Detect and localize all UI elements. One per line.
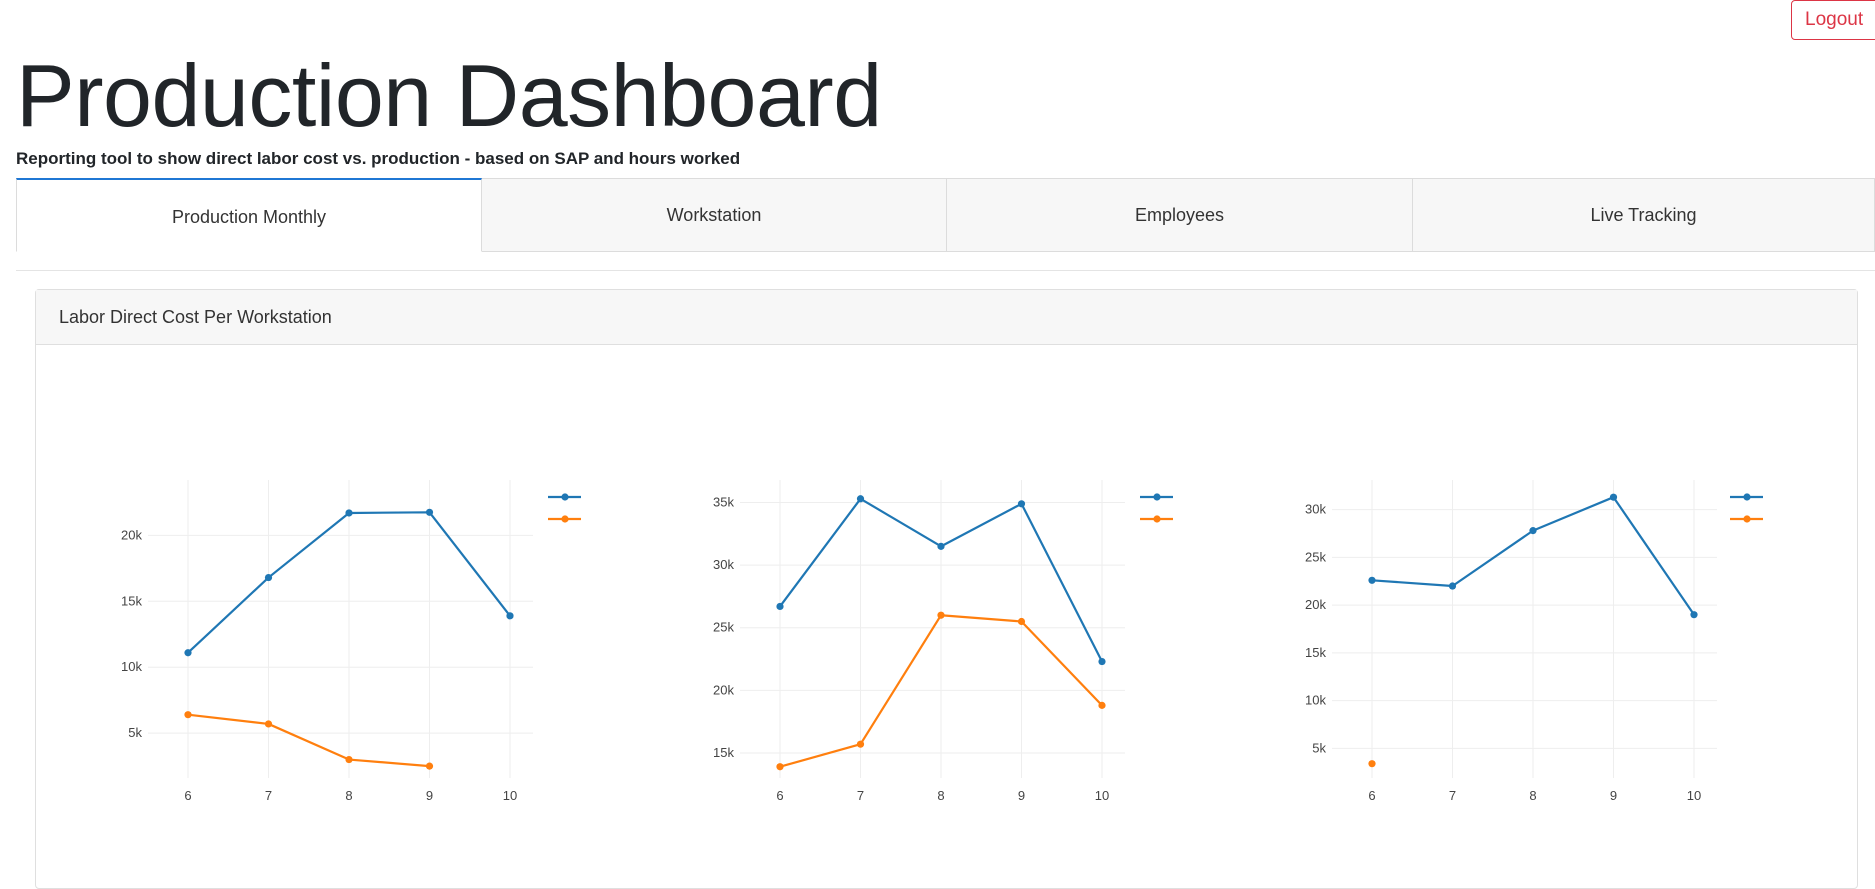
y-tick-label: 25k <box>1305 549 1326 564</box>
y-tick-label: 30k <box>713 557 734 572</box>
page-title: Production Dashboard <box>16 46 882 145</box>
legend-marker[interactable] <box>1153 493 1161 501</box>
legend-marker[interactable] <box>561 515 569 523</box>
data-point[interactable] <box>264 573 273 582</box>
y-tick-label: 10k <box>1305 693 1326 708</box>
y-tick-label: 20k <box>713 682 734 697</box>
x-tick-label: 9 <box>1610 788 1617 803</box>
y-tick-label: 5k <box>128 725 142 740</box>
data-point[interactable] <box>937 542 945 550</box>
y-tick-label: 30k <box>1305 502 1326 517</box>
data-point[interactable] <box>1017 617 1026 626</box>
data-point[interactable] <box>856 495 865 503</box>
data-point[interactable] <box>1690 611 1698 619</box>
data-point[interactable] <box>345 755 353 764</box>
data-point[interactable] <box>1448 582 1457 590</box>
x-tick-label: 6 <box>776 788 783 803</box>
x-tick-label: 10 <box>1095 788 1109 803</box>
logout-button[interactable]: Logout <box>1791 0 1875 40</box>
x-tick-label: 10 <box>1687 788 1701 803</box>
data-point[interactable] <box>1017 500 1026 508</box>
card-header: Labor Direct Cost Per Workstation <box>36 290 1857 345</box>
x-tick-label: 7 <box>265 788 272 803</box>
y-tick-label: 25k <box>713 620 734 635</box>
y-tick-label: 10k <box>121 659 142 674</box>
data-point[interactable] <box>776 763 784 771</box>
data-point[interactable] <box>1609 493 1618 501</box>
x-tick-label: 6 <box>184 788 191 803</box>
tab-production-monthly[interactable]: Production Monthly <box>16 178 482 252</box>
data-point[interactable] <box>1098 657 1106 666</box>
tab-workstation[interactable]: Workstation <box>482 178 947 252</box>
tab-employees[interactable]: Employees <box>947 178 1413 252</box>
data-point[interactable] <box>1368 760 1376 768</box>
tabs-divider <box>16 270 1875 271</box>
x-tick-label: 9 <box>426 788 433 803</box>
legend-marker[interactable] <box>1153 515 1161 523</box>
page-subtitle: Reporting tool to show direct labor cost… <box>16 149 741 168</box>
tab-bar: Production Monthly Workstation Employees… <box>16 178 1875 252</box>
data-point[interactable] <box>425 508 434 516</box>
data-point[interactable] <box>776 602 784 611</box>
data-point[interactable] <box>506 612 514 620</box>
y-tick-label: 15k <box>713 745 734 760</box>
y-tick-label: 35k <box>713 495 734 510</box>
x-tick-label: 10 <box>503 788 517 803</box>
y-tick-label: 20k <box>121 527 142 542</box>
y-tick-label: 15k <box>121 593 142 608</box>
x-tick-label: 8 <box>937 788 944 803</box>
x-tick-label: 8 <box>345 788 352 803</box>
y-tick-label: 20k <box>1305 597 1326 612</box>
data-point[interactable] <box>1098 701 1106 709</box>
legend-marker[interactable] <box>1743 515 1751 523</box>
series-line <box>187 713 430 768</box>
data-point[interactable] <box>1529 527 1537 535</box>
x-tick-label: 7 <box>857 788 864 803</box>
y-tick-label: 15k <box>1305 645 1326 660</box>
data-point[interactable] <box>1368 576 1376 584</box>
x-tick-label: 8 <box>1529 788 1536 803</box>
legend-marker[interactable] <box>561 493 569 501</box>
tab-live-tracking[interactable]: Live Tracking <box>1413 178 1875 252</box>
data-point[interactable] <box>425 762 434 770</box>
y-tick-label: 5k <box>1312 740 1326 755</box>
data-point[interactable] <box>345 509 353 517</box>
data-point[interactable] <box>184 711 192 719</box>
data-point[interactable] <box>184 649 192 657</box>
x-tick-label: 9 <box>1018 788 1025 803</box>
data-point[interactable] <box>937 611 945 619</box>
data-point[interactable] <box>264 720 273 728</box>
x-tick-label: 6 <box>1368 788 1375 803</box>
legend-marker[interactable] <box>1743 493 1751 501</box>
data-point[interactable] <box>856 740 865 748</box>
workstation-cost-card: Labor Direct Cost Per Workstation <box>35 289 1858 889</box>
x-tick-label: 7 <box>1449 788 1456 803</box>
